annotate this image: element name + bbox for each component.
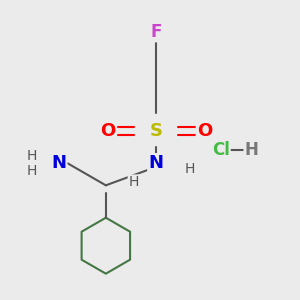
Text: F: F <box>150 23 162 41</box>
Text: N: N <box>148 154 164 172</box>
Text: H: H <box>129 176 139 189</box>
Text: O: O <box>197 122 212 140</box>
Text: O: O <box>100 122 115 140</box>
Text: H: H <box>244 141 259 159</box>
Text: S: S <box>149 122 162 140</box>
Text: Cl: Cl <box>212 141 230 159</box>
Text: H: H <box>27 164 38 178</box>
Text: N: N <box>51 154 66 172</box>
Text: H: H <box>184 162 195 176</box>
Text: H: H <box>27 149 38 163</box>
